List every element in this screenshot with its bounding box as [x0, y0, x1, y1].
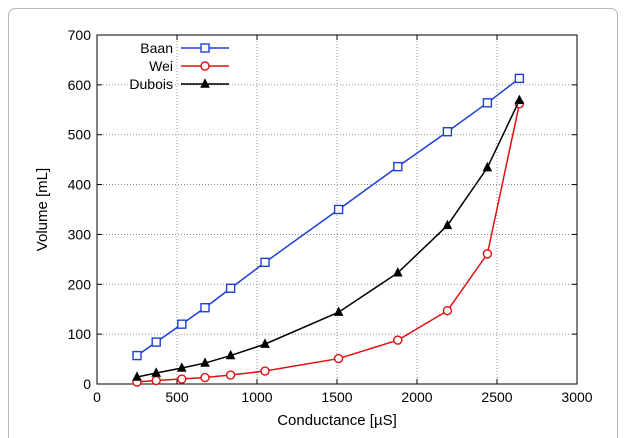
- data-point: [442, 127, 453, 137]
- y-tick-label: 500: [68, 127, 92, 143]
- data-point: [132, 371, 142, 381]
- data-point: [200, 61, 210, 71]
- data-point: [442, 219, 453, 230]
- data-point: [200, 78, 210, 88]
- legend-label: Dubois: [129, 76, 173, 92]
- data-point: [482, 98, 493, 108]
- data-point: [442, 306, 453, 316]
- y-tick-label: 600: [68, 77, 92, 93]
- ticks: 0 500 1000 1500 2000 2500 3000 0 100 200 300 400 500…: [68, 27, 593, 405]
- data-point: [225, 370, 236, 380]
- data-point: [392, 267, 403, 277]
- data-point: [132, 350, 142, 361]
- series-line: [136, 99, 521, 378]
- data-point: [482, 249, 493, 259]
- data-point: [176, 362, 187, 372]
- series-line: [136, 103, 521, 383]
- x-tick-label: 2000: [401, 389, 432, 405]
- x-tick-label: 0: [93, 389, 101, 405]
- series-dubois: [132, 94, 525, 381]
- data-point: [260, 338, 270, 348]
- series-layer: [132, 73, 525, 387]
- legend-item-dubois: Dubois: [129, 76, 229, 92]
- y-tick-label: 400: [68, 177, 92, 193]
- y-tick-label: 200: [68, 276, 92, 292]
- y-tick-label: 100: [68, 326, 92, 342]
- data-point: [200, 43, 210, 53]
- data-point: [177, 319, 187, 329]
- series-wei: [132, 99, 525, 387]
- data-point: [482, 161, 493, 172]
- data-point: [514, 73, 525, 84]
- data-point: [200, 303, 210, 313]
- data-point: [225, 283, 236, 293]
- x-tick-label: 3000: [561, 389, 592, 405]
- data-point: [200, 372, 210, 383]
- data-point: [333, 204, 344, 215]
- x-axis-label: Conductance [µS]: [277, 412, 397, 429]
- series-baan: [132, 73, 525, 361]
- legend-label: Wei: [149, 58, 173, 74]
- data-point: [200, 357, 210, 367]
- x-tick-label: 1500: [321, 389, 352, 405]
- y-axis-label: Volume [mL]: [34, 168, 51, 251]
- x-tick-label: 2500: [481, 389, 512, 405]
- x-tick-label: 1000: [241, 389, 272, 405]
- data-point: [260, 366, 270, 376]
- data-point: [151, 337, 161, 347]
- data-point: [393, 335, 403, 345]
- figure-frame: [8, 8, 618, 438]
- data-point: [225, 349, 236, 360]
- legend-item-baan: Baan: [140, 40, 229, 56]
- data-point: [393, 161, 403, 172]
- y-tick-label: 0: [83, 376, 91, 392]
- data-point: [514, 94, 525, 105]
- y-tick-label: 700: [68, 27, 92, 43]
- data-point: [151, 375, 161, 386]
- y-tick-label: 300: [68, 226, 92, 242]
- data-point: [333, 306, 344, 316]
- data-point: [260, 257, 270, 268]
- x-tick-label: 500: [165, 389, 189, 405]
- data-point: [177, 374, 187, 384]
- data-point: [333, 353, 344, 364]
- legend-label: Baan: [140, 40, 173, 56]
- legend: Baan Wei Dubois: [129, 40, 229, 92]
- series-line: [136, 77, 520, 357]
- legend-item-wei: Wei: [149, 58, 229, 74]
- data-point: [151, 367, 162, 377]
